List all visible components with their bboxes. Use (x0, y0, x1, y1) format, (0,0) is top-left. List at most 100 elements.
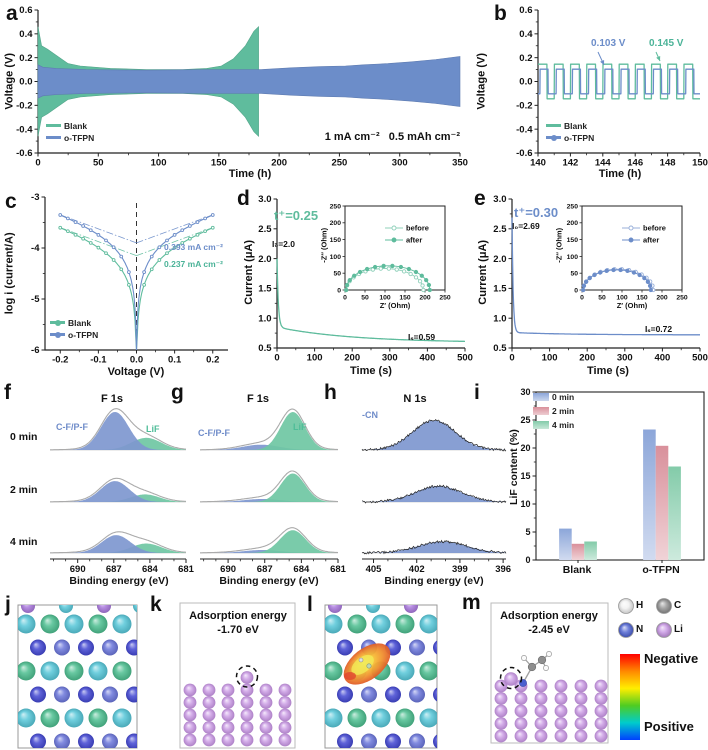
svg-text:681: 681 (330, 564, 347, 575)
svg-text:200: 200 (419, 295, 431, 302)
e-inset-ylabel: -Z″ (Ohm) (554, 227, 564, 263)
i-legend: 0 min 2 min 4 min (533, 391, 574, 430)
c-legend: Blank o-TFPN (50, 317, 98, 340)
svg-text:400: 400 (419, 353, 435, 364)
otfpn-line-marker-swatch (50, 331, 65, 338)
f-title: F 1s (100, 393, 123, 405)
svg-text:0: 0 (337, 287, 341, 294)
svg-text:1.0: 1.0 (493, 313, 506, 324)
atom-h-label: H (636, 600, 644, 611)
svg-text:150: 150 (692, 158, 708, 169)
svg-text:0.6: 0.6 (19, 5, 32, 16)
svg-text:300: 300 (382, 353, 398, 364)
panel-b-chart: 140 142 144 146 148 150 0.6 0.4 0.2 0.0 -0.2 -0.4 -0… (516, 5, 708, 169)
svg-text:250: 250 (331, 158, 347, 169)
svg-text:50: 50 (598, 295, 606, 302)
b-ylabel: Voltage (V) (475, 53, 488, 110)
i-legend-2min: 2 min (533, 405, 574, 416)
f-xlabel: Binding energy (eV) (69, 575, 169, 587)
svg-text:405: 405 (366, 564, 383, 575)
f-row-2min-label: 2 min (10, 484, 38, 496)
svg-text:396: 396 (495, 564, 511, 575)
blank-line-marker-swatch (50, 319, 65, 326)
a-xlabel: Time (h) (228, 168, 272, 180)
g-lif-peak-label: LiF (293, 422, 307, 432)
g-title: F 1s (246, 393, 269, 405)
svg-text:50: 50 (333, 271, 341, 278)
c-exchange-current-blank: 0.237 mA cm⁻² (164, 259, 223, 269)
svg-text:0: 0 (580, 295, 584, 302)
svg-text:-5: -5 (31, 294, 40, 305)
svg-text:250: 250 (676, 295, 688, 302)
a-legend-otfpn-label: o-TFPN (64, 132, 95, 143)
colorbar-positive-label: Positive (644, 719, 694, 734)
panel-d-chart: 0 100 200 300 400 5003.02.52.01.51.00.5005050… (258, 194, 473, 364)
panel-e-label: e (474, 187, 486, 210)
svg-text:3.0: 3.0 (493, 194, 506, 205)
panel-e-chart: 0 100 200 300 400 5003.02.52.01.51.00.5005050… (493, 194, 708, 364)
panel-g-label: g (171, 381, 184, 404)
i-category-blank: Blank (562, 564, 592, 576)
svg-text:687: 687 (106, 564, 122, 575)
panel-m-label: m (462, 591, 481, 614)
svg-text:687: 687 (257, 564, 273, 575)
b-xlabel: Time (h) (598, 168, 642, 180)
c-exchange-current-otfpn: 0.393 mA cm⁻² (164, 242, 223, 252)
panel-m-structure (490, 602, 609, 744)
i-legend-4min: 4 min (533, 419, 574, 430)
svg-text:100: 100 (151, 158, 167, 169)
e-xlabel: Time (s) (587, 365, 629, 377)
panel-l-label: l (307, 593, 313, 616)
svg-text:2.0: 2.0 (258, 254, 271, 265)
svg-text:100: 100 (330, 254, 342, 261)
svg-text:100: 100 (567, 254, 579, 261)
svg-text:150: 150 (211, 158, 227, 169)
atom-legend-graphics (618, 598, 672, 740)
b-overpotential-otfpn: 0.103 V (591, 38, 626, 49)
atom-c-label: C (674, 600, 682, 611)
2min-bar-swatch (533, 406, 549, 415)
svg-text:400: 400 (654, 353, 670, 364)
panel-j-label: j (5, 593, 11, 616)
svg-text:1.5: 1.5 (493, 284, 507, 295)
svg-text:0: 0 (525, 555, 530, 565)
svg-text:150: 150 (567, 237, 579, 244)
svg-text:684: 684 (293, 564, 310, 575)
svg-text:0: 0 (509, 353, 514, 364)
d-transference-number: t⁺=0.25 (274, 208, 319, 223)
b-legend-otfpn-label: o-TFPN (564, 132, 595, 143)
h-cn-peak-label: -CN (362, 410, 378, 420)
panel-g-chart: 690 687 684 681 (200, 408, 347, 575)
svg-text:0.2: 0.2 (206, 355, 219, 366)
svg-text:0.5: 0.5 (493, 343, 507, 354)
panel-c-label: c (5, 190, 17, 213)
a-ylabel: Voltage (V) (3, 53, 16, 110)
svg-text:-0.6: -0.6 (16, 148, 32, 159)
svg-text:50: 50 (570, 271, 578, 278)
svg-text:142: 142 (562, 158, 578, 169)
svg-text:2.5: 2.5 (493, 224, 507, 235)
svg-text:146: 146 (627, 158, 643, 169)
g-xlabel: Binding energy (eV) (219, 575, 319, 587)
e-steady-current: Iₛ=0.72 (645, 324, 673, 334)
svg-text:0.6: 0.6 (519, 5, 532, 16)
i-legend-2min-label: 2 min (552, 405, 575, 416)
svg-text:144: 144 (595, 158, 612, 169)
svg-text:200: 200 (344, 353, 360, 364)
otfpn-line-marker-swatch (546, 134, 561, 141)
svg-text:0: 0 (343, 295, 347, 302)
svg-text:0.5: 0.5 (258, 343, 272, 354)
panel-i-label: i (474, 381, 480, 404)
i-category-otfpn: o-TFPN (642, 564, 680, 576)
a-legend-otfpn: o-TFPN (46, 132, 94, 143)
svg-text:148: 148 (660, 158, 676, 169)
a-legend-blank: Blank (46, 120, 94, 131)
0min-bar-swatch (533, 392, 549, 401)
svg-text:150: 150 (330, 237, 342, 244)
svg-text:500: 500 (692, 353, 708, 364)
svg-text:200: 200 (656, 295, 668, 302)
f-row-4min-label: 4 min (10, 536, 38, 548)
svg-text:0.2: 0.2 (19, 53, 32, 64)
otfpn-line-swatch (46, 136, 61, 139)
